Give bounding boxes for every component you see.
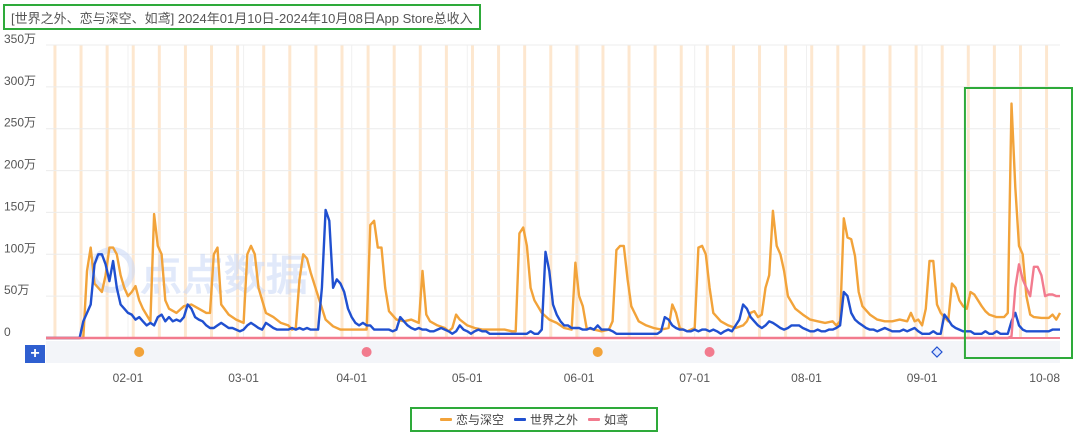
x-tick-label: 03-01 xyxy=(228,371,259,385)
weekly-band xyxy=(105,45,109,338)
x-tick-label: 02-01 xyxy=(113,371,144,385)
weekly-band xyxy=(653,45,657,338)
highlight-box xyxy=(963,87,1073,359)
y-tick-label: 100万 xyxy=(4,241,36,255)
weekly-band xyxy=(366,45,370,338)
weekly-band xyxy=(288,45,292,338)
legend-label: 如鸢 xyxy=(604,413,629,427)
weekly-band xyxy=(1045,45,1049,338)
y-tick-label: 300万 xyxy=(4,74,36,88)
weekly-band xyxy=(523,45,527,338)
y-tick-label: 250万 xyxy=(4,116,36,130)
weekly-band xyxy=(549,45,553,338)
weekly-band xyxy=(888,45,892,338)
y-tick-label: 50万 xyxy=(4,283,29,297)
weekly-band xyxy=(758,45,762,338)
series-line-shijiezhiwai xyxy=(46,208,1060,340)
weekly-band xyxy=(1018,45,1022,338)
weekly-band xyxy=(679,45,683,338)
weekly-band xyxy=(836,45,840,338)
event-marker[interactable] xyxy=(704,347,715,357)
legend-label: 恋与深空 xyxy=(455,413,504,427)
weekly-band xyxy=(470,45,474,338)
weekly-band xyxy=(314,45,318,338)
weekly-band xyxy=(575,45,579,338)
event-marker[interactable] xyxy=(592,347,603,357)
weekly-band xyxy=(157,45,161,338)
weekly-band xyxy=(862,45,866,338)
weekly-band xyxy=(444,45,448,338)
weekly-band xyxy=(340,45,344,338)
weekly-band xyxy=(731,45,735,338)
y-tick-label: 150万 xyxy=(4,199,36,213)
event-strip xyxy=(46,341,1060,363)
legend-swatch xyxy=(439,418,452,421)
weekly-band xyxy=(810,45,814,338)
weekly-band xyxy=(418,45,422,338)
legend-item[interactable]: 恋与深空 xyxy=(439,411,504,428)
x-tick-label: 04-01 xyxy=(336,371,367,385)
weekly-band xyxy=(392,45,396,338)
weekly-band xyxy=(940,45,944,338)
event-marker-diamond[interactable] xyxy=(931,346,943,358)
x-tick-label: 09-01 xyxy=(907,371,938,385)
chart-title: [世界之外、恋与深空、如鸢] 2024年01月10日-2024年10月08日Ap… xyxy=(11,10,473,26)
y-tick-label: 200万 xyxy=(4,158,36,172)
zoom-in-button[interactable]: + xyxy=(25,345,45,363)
x-tick-label: 06-01 xyxy=(564,371,595,385)
watermark-text: 点点数据 xyxy=(140,252,308,299)
plus-icon: + xyxy=(30,345,40,362)
legend-item[interactable]: 世界之外 xyxy=(513,411,578,428)
chart-title-box: [世界之外、恋与深空、如鸢] 2024年01月10日-2024年10月08日Ap… xyxy=(3,4,481,30)
event-marker[interactable] xyxy=(361,347,372,357)
weekly-band xyxy=(992,45,996,338)
weekly-band xyxy=(236,45,240,338)
x-tick-label: 07-01 xyxy=(679,371,710,385)
weekly-band xyxy=(131,45,135,338)
y-tick-label: 350万 xyxy=(4,32,36,46)
series-line-lianyushenkong xyxy=(46,102,1062,340)
event-marker[interactable] xyxy=(134,347,145,357)
legend-swatch xyxy=(588,418,600,421)
weekly-band xyxy=(966,45,970,338)
weekly-band xyxy=(705,45,709,338)
weekly-band xyxy=(784,45,788,338)
weekly-band xyxy=(183,45,187,338)
x-tick-label: 08-01 xyxy=(791,371,822,385)
x-tick-label: 10-08 xyxy=(1029,371,1060,385)
weekly-band xyxy=(497,45,501,338)
legend-label: 世界之外 xyxy=(529,413,578,427)
weekly-band xyxy=(627,45,631,338)
weekly-band xyxy=(914,45,918,338)
legend-item[interactable]: 如鸢 xyxy=(588,411,628,428)
weekly-band xyxy=(601,45,605,338)
legend: 恋与深空 世界之外 如鸢 xyxy=(410,407,658,432)
weekly-band xyxy=(210,45,214,338)
y-tick-label: 0 xyxy=(4,325,11,339)
weekly-band xyxy=(262,45,266,338)
x-tick-label: 05-01 xyxy=(452,371,483,385)
weekly-band xyxy=(53,45,57,338)
legend-swatch xyxy=(513,418,526,421)
weekly-band xyxy=(79,45,83,338)
